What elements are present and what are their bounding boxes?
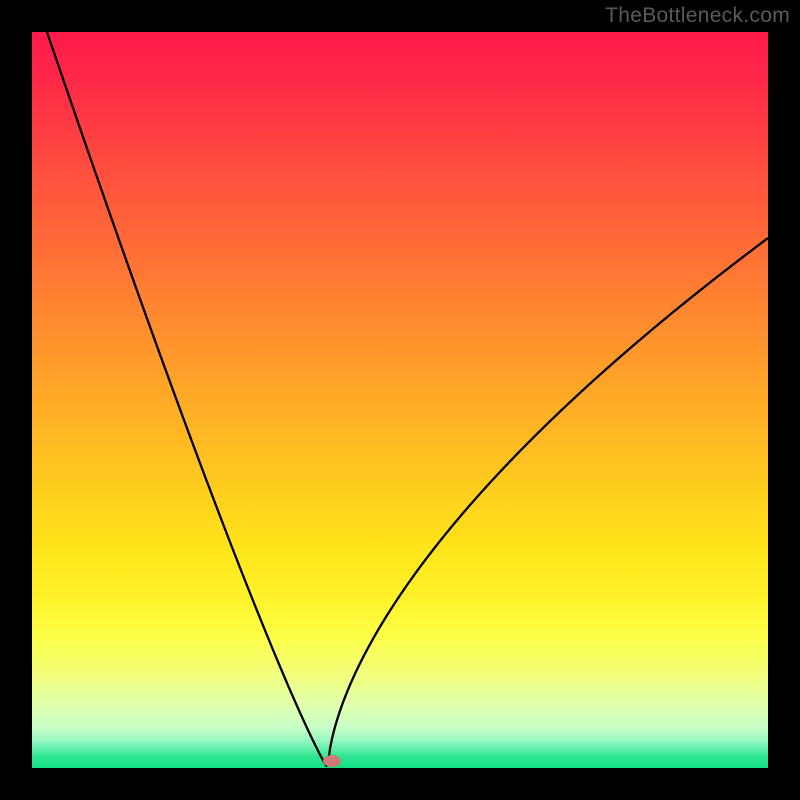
bottleneck-curve: [32, 32, 768, 768]
curve-path: [32, 32, 768, 766]
optimum-marker: [323, 755, 341, 767]
watermark-text: TheBottleneck.com: [605, 4, 790, 28]
bottleneck-chart: [32, 32, 768, 768]
